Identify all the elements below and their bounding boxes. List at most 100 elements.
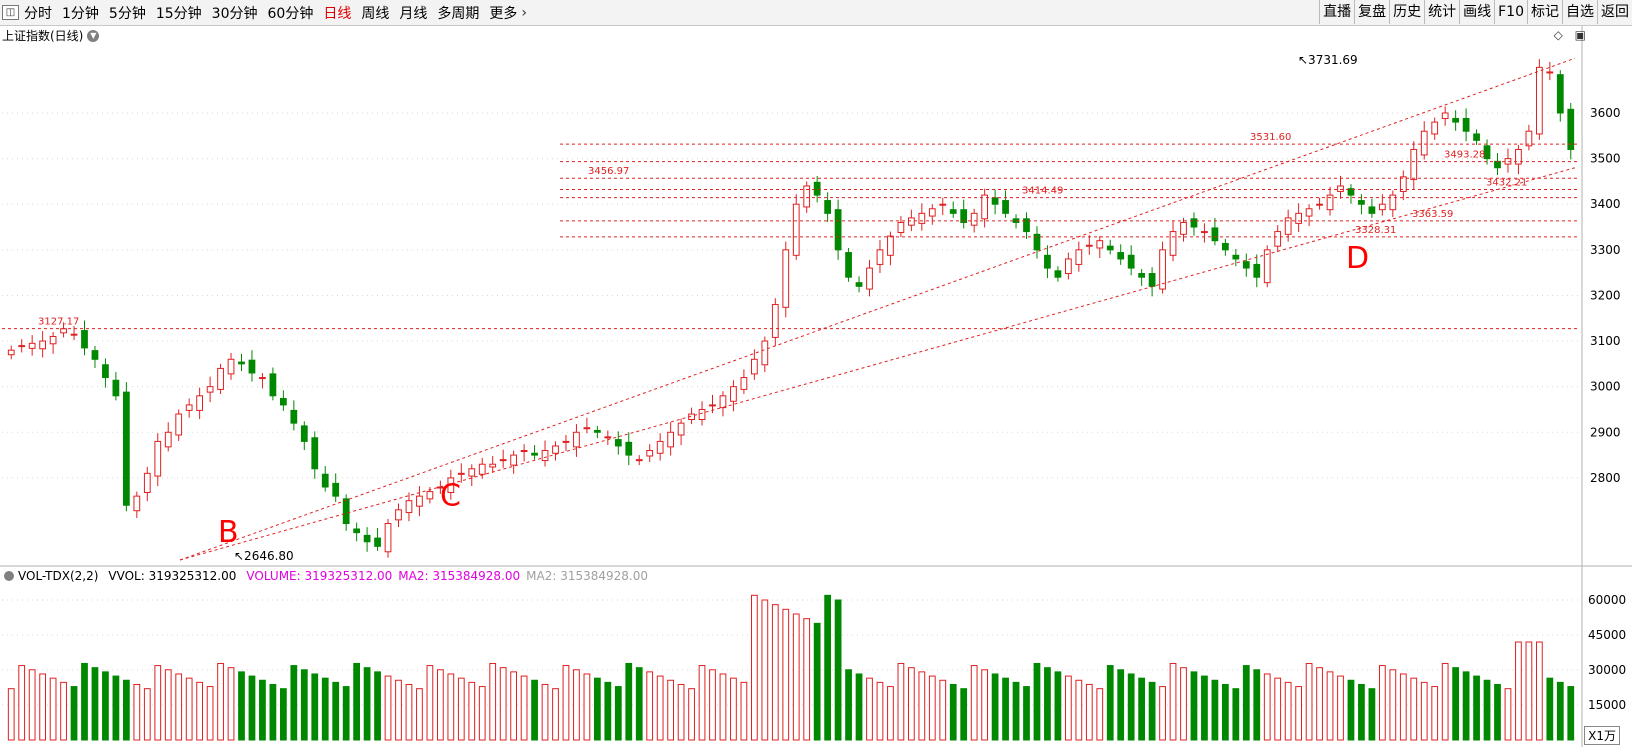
f10-button[interactable]: F10: [1494, 0, 1527, 24]
volume-bar: [91, 667, 99, 741]
chart-corner-icons: ◇ ▣: [1546, 28, 1586, 42]
tab-daily[interactable]: 日线: [323, 6, 352, 22]
candle-body: [1431, 121, 1439, 135]
candle-body: [1420, 130, 1428, 156]
candle-body: [1075, 249, 1083, 265]
tab-5min[interactable]: 5分钟: [108, 6, 146, 22]
unit-label[interactable]: X1万: [1584, 726, 1620, 745]
period-tabs: 分时 1分钟 5分钟 15分钟 30分钟 60分钟 日线 周线 月线 多周期 更…: [24, 0, 527, 26]
volume-bar: [1085, 683, 1093, 741]
volume-tick-label: 60000: [1588, 593, 1626, 607]
high-annotation: ↖3731.69: [1298, 53, 1358, 67]
candle-body: [1389, 194, 1397, 211]
volume-bar: [1546, 677, 1554, 741]
volume-bar: [761, 599, 769, 741]
tab-weekly[interactable]: 周线: [361, 6, 390, 22]
candle-body: [133, 495, 141, 512]
candle-body: [1441, 112, 1449, 119]
indicator-menu-icon[interactable]: [4, 571, 14, 581]
volume-bar: [1504, 688, 1512, 741]
history-button[interactable]: 历史: [1389, 0, 1424, 24]
candle-body: [1274, 231, 1282, 247]
live-button[interactable]: 直播: [1319, 0, 1354, 24]
mark-button[interactable]: 标记: [1527, 0, 1562, 24]
candle-body: [520, 450, 528, 453]
candle-body: [1253, 263, 1261, 278]
price-annotation: 3432.21: [1486, 178, 1527, 189]
tab-monthly[interactable]: 月线: [399, 6, 428, 22]
window-icon[interactable]: ▣: [1574, 28, 1586, 42]
tab-30min[interactable]: 30分钟: [211, 6, 258, 22]
chevron-right-icon[interactable]: ›: [521, 5, 527, 21]
chevron-down-icon[interactable]: ▼: [87, 29, 100, 42]
candle-body: [1337, 185, 1344, 192]
volume-bar: [1305, 662, 1313, 741]
candle-body: [803, 185, 811, 208]
candle-body: [1232, 254, 1240, 260]
volume-bar: [709, 669, 716, 741]
volume-tick-label: 15000: [1588, 698, 1626, 712]
draw-line-button[interactable]: 画线: [1459, 0, 1494, 24]
candle-body: [583, 427, 591, 430]
review-button[interactable]: 复盘: [1354, 0, 1389, 24]
volume-bar: [1483, 679, 1491, 741]
volume-bar: [1410, 677, 1418, 741]
candle-body: [1002, 200, 1009, 214]
candle-body: [876, 249, 884, 265]
candle-body: [1044, 254, 1051, 269]
watchlist-button[interactable]: 自选: [1562, 0, 1597, 24]
candle-body: [1316, 203, 1323, 206]
tab-15min[interactable]: 15分钟: [155, 6, 202, 22]
volume-bar: [667, 679, 675, 741]
back-button[interactable]: 返回: [1597, 0, 1632, 24]
volume-bar: [1106, 665, 1114, 741]
candle-body: [510, 454, 518, 466]
menu-icon[interactable]: ◫: [2, 5, 19, 20]
marker-letter-c: C: [440, 478, 461, 513]
tab-more[interactable]: 更多: [489, 6, 518, 22]
volume-bar: [928, 675, 936, 741]
volume-bar: [1044, 667, 1051, 741]
candle-body: [1556, 74, 1564, 114]
candle-body: [918, 212, 926, 224]
candle-body: [1117, 252, 1125, 260]
candle-body: [1096, 240, 1104, 249]
volume-bar: [478, 686, 486, 741]
volume-bar: [991, 673, 999, 741]
trend-line-upper: [179, 57, 1576, 561]
candle-body: [562, 440, 570, 443]
price-annotation: 3328.31: [1355, 225, 1396, 236]
volume-bar: [1347, 679, 1355, 741]
candle-body: [1515, 148, 1522, 165]
volume-bar: [520, 675, 528, 741]
volume-indicator-name[interactable]: VOL-TDX(2,2): [18, 569, 99, 583]
candle-body: [81, 330, 88, 349]
candle-body: [311, 437, 319, 470]
candle-body: [342, 498, 350, 525]
candle-body: [395, 509, 402, 521]
tab-multi-period[interactable]: 多周期: [437, 6, 480, 22]
candle-body: [1033, 233, 1041, 251]
volume-bar: [1316, 667, 1323, 741]
candle-body: [353, 528, 361, 534]
tab-1min[interactable]: 1分钟: [62, 6, 99, 22]
candle-body: [991, 197, 999, 205]
volume-bar: [1221, 683, 1229, 741]
diamond-icon[interactable]: ◇: [1553, 28, 1563, 42]
volume-bar: [7, 688, 15, 741]
tab-timeshare[interactable]: 分时: [24, 6, 52, 22]
candle-body: [1180, 221, 1187, 235]
volume-bar: [573, 669, 580, 741]
price-annotation: 3414.49: [1022, 186, 1063, 197]
volume-bar: [531, 679, 538, 741]
price-annotation: 3127.17: [38, 317, 79, 328]
candle-body: [887, 235, 894, 256]
volume-bar: [143, 688, 151, 741]
volume-bar: [1190, 671, 1198, 741]
tab-60min[interactable]: 60分钟: [267, 6, 314, 22]
candle-body: [1399, 176, 1407, 192]
volume-bar: [489, 662, 497, 741]
candle-body: [206, 386, 214, 393]
statistics-button[interactable]: 统计: [1424, 0, 1459, 24]
